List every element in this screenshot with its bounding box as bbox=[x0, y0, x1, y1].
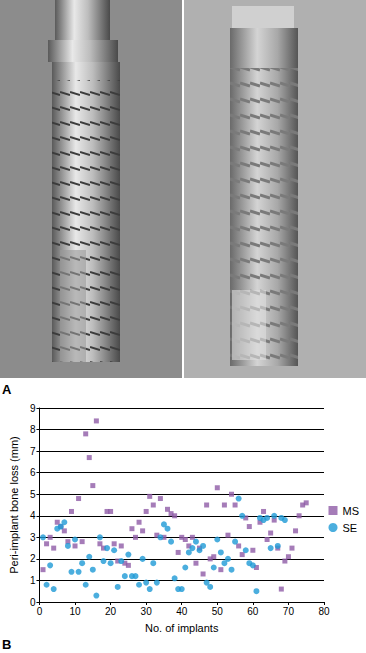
svg-text:1: 1 bbox=[30, 575, 36, 586]
svg-text:No. of implants: No. of implants bbox=[145, 622, 219, 634]
svg-text:0: 0 bbox=[37, 606, 43, 617]
svg-text:5: 5 bbox=[30, 489, 36, 500]
svg-text:40: 40 bbox=[176, 606, 188, 617]
html-text:A: A bbox=[2, 382, 12, 397]
svg-text:70: 70 bbox=[283, 606, 295, 617]
svg-text:50: 50 bbox=[212, 606, 224, 617]
svg-text:30: 30 bbox=[141, 606, 153, 617]
svg-text:6: 6 bbox=[30, 467, 36, 478]
svg-text:10: 10 bbox=[69, 606, 81, 617]
html-text:B: B bbox=[2, 637, 12, 652]
svg-text:7: 7 bbox=[30, 446, 36, 457]
svg-text:2: 2 bbox=[30, 553, 36, 564]
svg-text:SE: SE bbox=[343, 522, 358, 534]
svg-text:60: 60 bbox=[247, 606, 259, 617]
svg-text:0: 0 bbox=[30, 597, 36, 608]
svg-text:Peri-implant bone loss (mm): Peri-implant bone loss (mm) bbox=[8, 436, 20, 574]
svg-text:9: 9 bbox=[30, 403, 36, 414]
svg-text:3: 3 bbox=[30, 532, 36, 543]
svg-text:20: 20 bbox=[105, 606, 117, 617]
svg-text:4: 4 bbox=[30, 510, 36, 521]
svg-text:8: 8 bbox=[30, 424, 36, 435]
svg-text:MS: MS bbox=[343, 505, 360, 517]
svg-text:80: 80 bbox=[318, 606, 330, 617]
